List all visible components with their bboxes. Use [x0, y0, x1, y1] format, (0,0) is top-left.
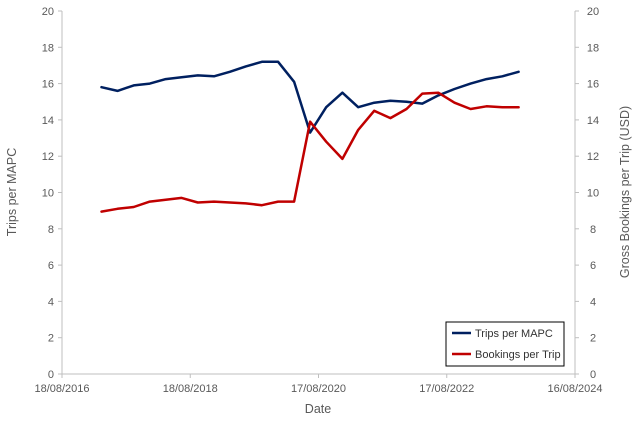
- series-lines: [100, 60, 520, 213]
- left-y-tick-label: 20: [42, 6, 54, 18]
- right-y-tick-label: 12: [587, 151, 599, 163]
- right-y-axis-title: Gross Bookings per Trip (USD): [618, 106, 632, 278]
- x-tick-label: 18/08/2018: [163, 383, 218, 395]
- tick-labels: 0 2 4 6 8 10 12 14 16 18 20 0 2 4 6 8 10 12 14 16 18 20 18/08/…: [34, 6, 602, 395]
- right-y-tick-label: 14: [587, 115, 599, 127]
- right-y-tick-label: 20: [587, 6, 599, 18]
- left-y-tick-label: 16: [42, 79, 54, 91]
- left-y-tick-label: 18: [42, 42, 54, 54]
- right-y-tick-label: 8: [590, 224, 596, 236]
- right-y-tick-label: 6: [590, 260, 596, 272]
- x-tick-label: 17/08/2022: [419, 383, 474, 395]
- left-y-axis-title: Trips per MAPC: [5, 148, 19, 236]
- left-y-tick-label: 8: [48, 224, 54, 236]
- series-line-trips-per-mapc: [100, 60, 520, 134]
- legend-label-bookings: Bookings per Trip: [475, 349, 561, 361]
- left-y-tick-label: 10: [42, 188, 54, 200]
- left-y-tick-label: 6: [48, 260, 54, 272]
- right-y-tick-label: 16: [587, 79, 599, 91]
- axes: [58, 10, 579, 378]
- right-y-tick-label: 0: [590, 369, 596, 381]
- x-tick-label: 16/08/2024: [547, 383, 602, 395]
- x-tick-label: 17/08/2020: [291, 383, 346, 395]
- left-y-tick-label: 14: [42, 115, 54, 127]
- right-y-tick-label: 18: [587, 42, 599, 54]
- left-y-tick-label: 4: [48, 296, 54, 308]
- left-y-tick-label: 2: [48, 333, 54, 345]
- left-y-tick-label: 12: [42, 151, 54, 163]
- legend-box: [445, 321, 565, 367]
- legend-label-trips: Trips per MAPC: [475, 328, 553, 340]
- right-y-tick-label: 2: [590, 333, 596, 345]
- x-tick-label: 18/08/2016: [34, 383, 89, 395]
- left-y-tick-label: 0: [48, 369, 54, 381]
- series-line-bookings-per-trip: [100, 91, 520, 213]
- x-axis-title: Date: [305, 402, 331, 416]
- right-y-tick-label: 4: [590, 296, 596, 308]
- right-y-tick-label: 10: [587, 188, 599, 200]
- legend: Trips per MAPC Bookings per Trip: [445, 321, 565, 367]
